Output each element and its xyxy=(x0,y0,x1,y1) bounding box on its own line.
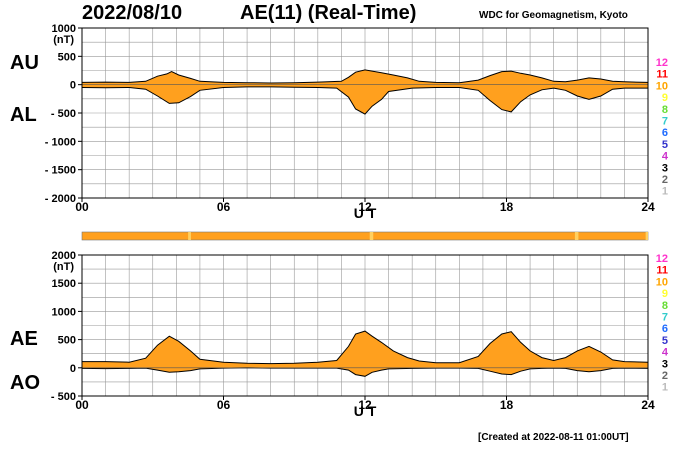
y-unit-label: (nT) xyxy=(53,34,74,46)
x-tick-label: 00 xyxy=(75,200,89,214)
legend-station-4: 4 xyxy=(662,347,669,359)
legend-station-12: 12 xyxy=(656,57,668,69)
legend-station-8: 8 xyxy=(662,300,668,312)
x-tick-label: 00 xyxy=(75,398,89,412)
y-tick-label: - 500 xyxy=(51,391,76,403)
y-unit-label: (nT) xyxy=(53,261,74,273)
plot-date: 2022/08/10 xyxy=(82,2,183,24)
legend-station-9: 9 xyxy=(662,288,668,300)
y-tick-label: - 500 xyxy=(51,108,76,120)
legend-station-6: 6 xyxy=(662,127,668,139)
x-tick-label: 06 xyxy=(217,398,231,412)
data-source-label: WDC for Geomagnetism, Kyoto xyxy=(479,10,628,21)
plot-title: AE(11) (Real-Time) xyxy=(240,2,417,24)
coverage-bar-highlight xyxy=(574,232,579,240)
coverage-bar-highlight xyxy=(645,232,648,240)
x-axis-label: U T xyxy=(354,205,377,221)
legend-station-7: 7 xyxy=(662,116,668,128)
x-axis-label: U T xyxy=(354,403,377,419)
legend-station-10: 10 xyxy=(656,80,668,92)
series-line-ae xyxy=(82,330,649,365)
legend-station-5: 5 xyxy=(662,139,668,151)
legend-station-10: 10 xyxy=(656,276,668,288)
x-tick-label: 12 xyxy=(358,398,372,412)
series-line-ao xyxy=(81,367,649,377)
y-tick-label: 500 xyxy=(58,335,76,347)
au-series-label: AU xyxy=(10,52,39,74)
index-fill-area xyxy=(82,69,648,115)
legend-station-1: 1 xyxy=(662,186,668,198)
x-tick-label: 12 xyxy=(358,200,372,214)
legend-station-1: 1 xyxy=(662,382,668,394)
x-tick-label: 18 xyxy=(500,200,514,214)
y-tick-label: 1000 xyxy=(52,23,76,35)
ao-series-label: AO xyxy=(10,372,40,394)
y-tick-label: 1500 xyxy=(52,278,76,290)
legend-station-11: 11 xyxy=(656,265,668,277)
chart-panel-1: 1000 500 0 - 500 - 1000 - 1500 - 2000 (nT) 00 06 1… xyxy=(45,23,669,221)
legend-station-2: 2 xyxy=(662,174,668,186)
al-series-label: AL xyxy=(10,104,37,126)
legend-station-4: 4 xyxy=(662,151,669,163)
legend-station-5: 5 xyxy=(662,335,668,347)
legend-station-3: 3 xyxy=(662,162,668,174)
legend-station-3: 3 xyxy=(662,358,668,370)
legend-station-7: 7 xyxy=(662,312,668,324)
x-tick-label: 24 xyxy=(641,200,655,214)
legend-station-6: 6 xyxy=(662,323,668,335)
legend-station-9: 9 xyxy=(662,92,668,104)
legend-station-11: 11 xyxy=(656,69,668,81)
coverage-bar-highlight xyxy=(369,232,374,240)
y-tick-label: - 2000 xyxy=(45,193,76,205)
created-timestamp: [Created at 2022-08-11 01:00UT] xyxy=(478,432,629,443)
series-line-al xyxy=(81,86,648,115)
x-tick-label: 06 xyxy=(217,200,231,214)
coverage-bar-highlight xyxy=(188,232,191,240)
ae-series-label: AE xyxy=(10,328,38,350)
x-tick-label: 24 xyxy=(641,398,655,412)
legend-station-2: 2 xyxy=(662,370,668,382)
y-tick-label: 0 xyxy=(70,363,76,375)
y-tick-label: 500 xyxy=(58,51,76,63)
series-line-au xyxy=(81,69,649,84)
legend-station-8: 8 xyxy=(662,104,668,116)
y-tick-label: - 1000 xyxy=(45,136,76,148)
coverage-bar-fill xyxy=(81,231,649,241)
data-coverage-bar xyxy=(81,231,649,241)
y-tick-label: 1000 xyxy=(52,306,76,318)
index-fill-area xyxy=(82,331,648,377)
y-tick-label: 2000 xyxy=(52,250,76,262)
y-tick-label: - 1500 xyxy=(45,165,76,177)
legend-station-12: 12 xyxy=(656,253,668,265)
y-tick-label: 0 xyxy=(70,80,76,92)
x-tick-label: 18 xyxy=(500,398,514,412)
